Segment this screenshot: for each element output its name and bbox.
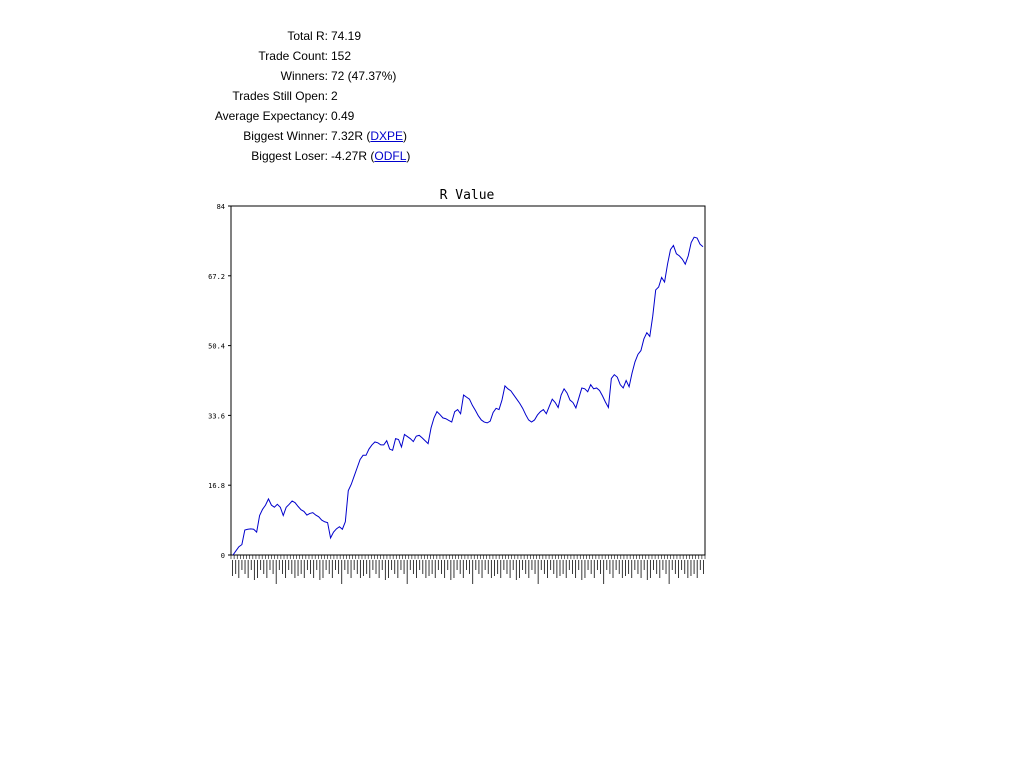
y-tick-label: 84 <box>217 203 225 211</box>
stat-row-winners: Winners: 72 (47.37%) <box>150 66 410 86</box>
stat-row-avg-expectancy: Average Expectancy: 0.49 <box>150 106 410 126</box>
stat-value: 72 (47.37%) <box>331 69 397 83</box>
stat-value-suffix: ) <box>406 149 411 163</box>
plot-frame <box>230 205 706 556</box>
stat-label: Biggest Loser: <box>251 149 328 163</box>
stat-label: Trades Still Open: <box>232 89 328 103</box>
stat-label: Winners: <box>280 69 328 83</box>
stat-row-biggest-loser: Biggest Loser: -4.27R (ODFL) <box>150 146 410 166</box>
chart-title: R Value <box>440 188 495 203</box>
series-line-0 <box>232 236 704 556</box>
stat-value-text: 7.32R ( <box>331 129 371 143</box>
stat-row-biggest-winner: Biggest Winner: 7.32R (DXPE) <box>150 126 410 146</box>
biggest-winner-ticker-link[interactable]: DXPE <box>370 129 404 143</box>
stat-value: 0.49 <box>331 109 355 123</box>
stat-row-trade-count: Trade Count: 152 <box>150 46 410 66</box>
stat-value: 152 <box>331 49 352 63</box>
biggest-loser-ticker-link[interactable]: ODFL <box>374 149 407 163</box>
stat-value: 7.32R (DXPE) <box>331 126 410 146</box>
stat-label: Biggest Winner: <box>243 129 328 143</box>
y-tick-label: 16.8 <box>208 482 225 490</box>
stat-value-suffix: ) <box>403 129 408 143</box>
stat-row-total-r: Total R: 74.19 <box>150 26 410 46</box>
stat-row-still-open: Trades Still Open: 2 <box>150 86 410 106</box>
stat-label: Total R: <box>287 29 328 43</box>
plot-area: 0 16.8 33.6 50.4 67.2 84 <box>208 203 706 584</box>
stat-label: Average Expectancy: <box>214 109 328 123</box>
y-tick-label: 67.2 <box>208 273 225 281</box>
stat-label: Trade Count: <box>258 49 328 63</box>
stat-value: 2 <box>331 89 338 103</box>
y-tick-label: 33.6 <box>208 412 225 420</box>
stat-value: -4.27R (ODFL) <box>331 146 410 166</box>
summary-stats-table: Total R: 74.19 Trade Count: 152 Winners:… <box>150 26 411 166</box>
stat-value-text: -4.27R ( <box>331 149 375 163</box>
y-tick-label: 50.4 <box>208 343 225 351</box>
stat-value: 74.19 <box>331 29 362 43</box>
y-tick-label: 0 <box>221 552 225 560</box>
